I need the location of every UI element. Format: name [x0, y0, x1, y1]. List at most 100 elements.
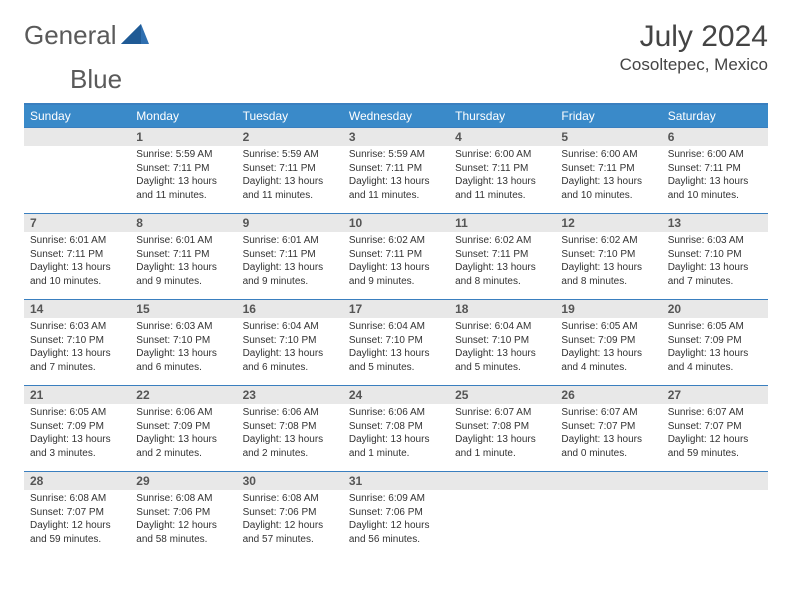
weekday-mon: Monday — [130, 104, 236, 127]
daylight-line2: and 4 minutes. — [668, 361, 762, 375]
day-body: Sunrise: 6:02 AMSunset: 7:10 PMDaylight:… — [555, 232, 661, 292]
daylight-line2: and 2 minutes. — [243, 447, 337, 461]
day-cell: 18Sunrise: 6:04 AMSunset: 7:10 PMDayligh… — [449, 299, 555, 385]
sunrise: Sunrise: 6:07 AM — [561, 406, 655, 420]
day-number: 16 — [237, 299, 343, 318]
day-cell: 4Sunrise: 6:00 AMSunset: 7:11 PMDaylight… — [449, 127, 555, 213]
daylight-line2: and 56 minutes. — [349, 533, 443, 547]
sunset: Sunset: 7:07 PM — [30, 506, 124, 520]
day-number — [449, 471, 555, 490]
day-cell: 19Sunrise: 6:05 AMSunset: 7:09 PMDayligh… — [555, 299, 661, 385]
day-cell: 10Sunrise: 6:02 AMSunset: 7:11 PMDayligh… — [343, 213, 449, 299]
day-cell: 30Sunrise: 6:08 AMSunset: 7:06 PMDayligh… — [237, 471, 343, 557]
day-number: 30 — [237, 471, 343, 490]
daylight-line1: Daylight: 13 hours — [30, 347, 124, 361]
daylight-line1: Daylight: 13 hours — [349, 261, 443, 275]
day-cell: 28Sunrise: 6:08 AMSunset: 7:07 PMDayligh… — [24, 471, 130, 557]
weekday-thu: Thursday — [449, 104, 555, 127]
day-number: 9 — [237, 213, 343, 232]
day-body: Sunrise: 6:02 AMSunset: 7:11 PMDaylight:… — [449, 232, 555, 292]
daylight-line1: Daylight: 13 hours — [243, 433, 337, 447]
day-body: Sunrise: 5:59 AMSunset: 7:11 PMDaylight:… — [130, 146, 236, 206]
daylight-line1: Daylight: 13 hours — [30, 261, 124, 275]
sunset: Sunset: 7:11 PM — [243, 248, 337, 262]
day-number: 26 — [555, 385, 661, 404]
daylight-line1: Daylight: 13 hours — [136, 347, 230, 361]
daylight-line2: and 6 minutes. — [136, 361, 230, 375]
daylight-line2: and 57 minutes. — [243, 533, 337, 547]
sunrise: Sunrise: 6:06 AM — [349, 406, 443, 420]
daylight-line1: Daylight: 13 hours — [243, 261, 337, 275]
sunset: Sunset: 7:09 PM — [30, 420, 124, 434]
daylight-line1: Daylight: 13 hours — [455, 347, 549, 361]
day-cell: 25Sunrise: 6:07 AMSunset: 7:08 PMDayligh… — [449, 385, 555, 471]
day-body: Sunrise: 6:01 AMSunset: 7:11 PMDaylight:… — [24, 232, 130, 292]
daylight-line2: and 11 minutes. — [455, 189, 549, 203]
sunrise: Sunrise: 6:08 AM — [30, 492, 124, 506]
daylight-line2: and 10 minutes. — [561, 189, 655, 203]
day-cell: 11Sunrise: 6:02 AMSunset: 7:11 PMDayligh… — [449, 213, 555, 299]
daylight-line2: and 2 minutes. — [136, 447, 230, 461]
sunrise: Sunrise: 6:07 AM — [668, 406, 762, 420]
sunrise: Sunrise: 6:02 AM — [561, 234, 655, 248]
day-cell: 21Sunrise: 6:05 AMSunset: 7:09 PMDayligh… — [24, 385, 130, 471]
day-number: 8 — [130, 213, 236, 232]
day-cell: 6Sunrise: 6:00 AMSunset: 7:11 PMDaylight… — [662, 127, 768, 213]
day-cell — [24, 127, 130, 213]
weekday-fri: Friday — [555, 104, 661, 127]
sunrise: Sunrise: 6:05 AM — [561, 320, 655, 334]
week-row: 28Sunrise: 6:08 AMSunset: 7:07 PMDayligh… — [24, 471, 768, 557]
sunrise: Sunrise: 6:05 AM — [30, 406, 124, 420]
sunrise: Sunrise: 6:03 AM — [136, 320, 230, 334]
day-cell: 1Sunrise: 5:59 AMSunset: 7:11 PMDaylight… — [130, 127, 236, 213]
daylight-line1: Daylight: 12 hours — [668, 433, 762, 447]
daylight-line1: Daylight: 13 hours — [136, 175, 230, 189]
daylight-line1: Daylight: 13 hours — [668, 347, 762, 361]
daylight-line1: Daylight: 13 hours — [455, 433, 549, 447]
day-number: 11 — [449, 213, 555, 232]
sunset: Sunset: 7:07 PM — [561, 420, 655, 434]
sunset: Sunset: 7:10 PM — [243, 334, 337, 348]
day-number: 29 — [130, 471, 236, 490]
sunset: Sunset: 7:07 PM — [668, 420, 762, 434]
day-body: Sunrise: 6:07 AMSunset: 7:08 PMDaylight:… — [449, 404, 555, 464]
sunrise: Sunrise: 6:00 AM — [668, 148, 762, 162]
sunset: Sunset: 7:10 PM — [668, 248, 762, 262]
sunset: Sunset: 7:11 PM — [561, 162, 655, 176]
week-row: 14Sunrise: 6:03 AMSunset: 7:10 PMDayligh… — [24, 299, 768, 385]
sunrise: Sunrise: 6:08 AM — [243, 492, 337, 506]
day-number: 23 — [237, 385, 343, 404]
day-number: 13 — [662, 213, 768, 232]
daylight-line2: and 9 minutes. — [349, 275, 443, 289]
day-cell: 20Sunrise: 6:05 AMSunset: 7:09 PMDayligh… — [662, 299, 768, 385]
sunrise: Sunrise: 6:09 AM — [349, 492, 443, 506]
title-block: July 2024 Cosoltepec, Mexico — [620, 20, 768, 75]
daylight-line2: and 8 minutes. — [561, 275, 655, 289]
sunset: Sunset: 7:11 PM — [455, 248, 549, 262]
week-row: 1Sunrise: 5:59 AMSunset: 7:11 PMDaylight… — [24, 127, 768, 213]
day-cell: 12Sunrise: 6:02 AMSunset: 7:10 PMDayligh… — [555, 213, 661, 299]
weekday-row: Sunday Monday Tuesday Wednesday Thursday… — [24, 104, 768, 127]
sunset: Sunset: 7:08 PM — [349, 420, 443, 434]
day-cell: 16Sunrise: 6:04 AMSunset: 7:10 PMDayligh… — [237, 299, 343, 385]
daylight-line2: and 1 minute. — [349, 447, 443, 461]
day-cell — [449, 471, 555, 557]
day-cell: 9Sunrise: 6:01 AMSunset: 7:11 PMDaylight… — [237, 213, 343, 299]
day-number: 6 — [662, 127, 768, 146]
day-number — [555, 471, 661, 490]
sunset: Sunset: 7:11 PM — [349, 162, 443, 176]
daylight-line1: Daylight: 13 hours — [30, 433, 124, 447]
day-body: Sunrise: 6:06 AMSunset: 7:08 PMDaylight:… — [237, 404, 343, 464]
daylight-line2: and 11 minutes. — [349, 189, 443, 203]
daylight-line1: Daylight: 13 hours — [455, 175, 549, 189]
day-number: 4 — [449, 127, 555, 146]
day-cell: 29Sunrise: 6:08 AMSunset: 7:06 PMDayligh… — [130, 471, 236, 557]
daylight-line1: Daylight: 13 hours — [136, 433, 230, 447]
daylight-line1: Daylight: 13 hours — [349, 175, 443, 189]
day-body: Sunrise: 6:06 AMSunset: 7:09 PMDaylight:… — [130, 404, 236, 464]
sunrise: Sunrise: 6:00 AM — [455, 148, 549, 162]
weekday-sun: Sunday — [24, 104, 130, 127]
day-number: 27 — [662, 385, 768, 404]
day-number: 12 — [555, 213, 661, 232]
day-number: 17 — [343, 299, 449, 318]
